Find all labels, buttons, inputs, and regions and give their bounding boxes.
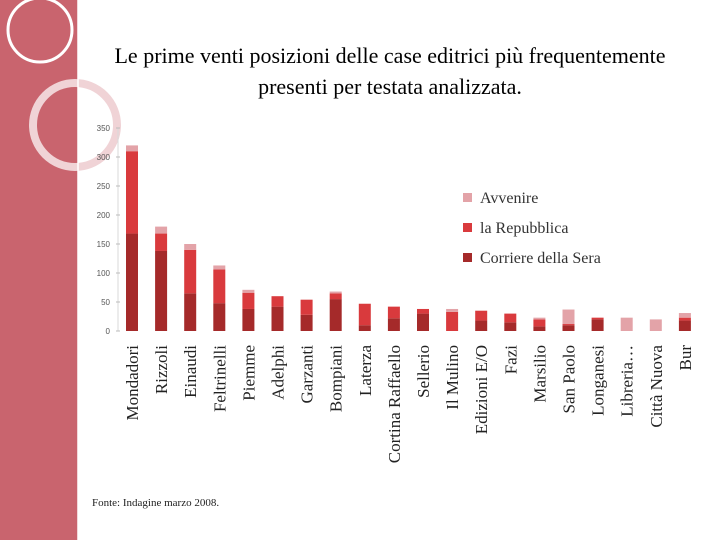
bar-segment [329,293,342,300]
category-label: Piemme [239,345,258,401]
category-label: Laterza [356,345,375,396]
category-label: Bur [676,345,695,371]
bar-segment [504,313,517,323]
bar-segment [155,250,168,331]
category-label: Garzanti [298,345,317,404]
bar-segment [329,299,342,331]
bar-segment [300,314,313,331]
legend-swatch [463,193,472,202]
bar-segment [678,317,691,321]
bar-segment [446,308,459,312]
bar-segment [678,320,691,331]
legend-swatch [463,253,472,262]
bar-segment [126,145,138,152]
bar-segment [678,313,691,318]
y-tick-label: 100 [97,269,111,278]
bar-segment [271,296,284,307]
slide-title: Le prime venti posizioni delle case edit… [114,43,666,99]
bar-segment [213,303,226,331]
source-note: Fonte: Indagine marzo 2008. [92,497,220,509]
category-label: Einaudi [181,345,200,398]
bar-segment [562,309,575,325]
category-label: Il Mulino [443,345,462,410]
category-label: San Paolo [560,345,579,413]
bar-segment [387,306,400,319]
bar-segment [155,226,168,234]
category-label: Bompiani [327,345,346,412]
legend-label: Corriere della Sera [480,250,601,267]
legend-swatch [463,223,472,232]
bar-segment [533,319,546,327]
bar-segment [387,318,400,331]
y-tick-label: 0 [106,327,111,336]
category-label: Edizioni E/O [472,345,491,434]
bar-segment [242,292,255,309]
bar-segment [126,233,138,331]
y-tick-label: 250 [97,182,111,191]
bar-segment [329,291,342,294]
bar-segment [591,317,604,320]
bar-segment [620,317,633,331]
category-label: Marsilio [530,345,549,403]
bar-segment [242,289,255,293]
bar-segment [155,233,168,251]
category-label: Sellerio [414,345,433,398]
category-label: Mondadori [123,345,142,421]
y-tick-label: 200 [97,211,111,220]
bar-segment [184,249,197,294]
bar-segment [591,319,604,331]
bar-segment [417,313,429,331]
bar-segment [475,310,488,321]
bar-segment [417,308,429,314]
category-label: Fazi [501,345,520,375]
bar-segment [475,320,488,331]
y-tick-label: 300 [97,153,111,162]
category-label: Cortina Raffaello [385,345,404,463]
bar-segment [213,269,226,304]
bar-segment [358,303,371,326]
deco-ring-medium [29,79,121,171]
bar-segment [184,244,197,250]
bar-segment [446,311,459,331]
category-label: Adelphi [269,345,288,400]
bar-segment [649,319,662,331]
bar-segment [184,293,197,331]
bar-segment [533,317,546,320]
y-tick-label: 50 [101,298,110,307]
bar-segment [562,325,575,331]
y-tick-label: 350 [97,124,111,133]
bar-segment [126,151,138,234]
bar-segment [358,325,371,331]
bar-segment [300,299,313,315]
bar-segment [271,306,284,331]
bar-segment [504,322,517,331]
y-tick-label: 150 [97,240,111,249]
bar-segment [242,308,255,331]
category-label: Città Nuova [647,345,666,428]
bar-segment [213,265,226,270]
category-label: Longanesi [589,345,608,416]
category-label: Libreria… [618,345,637,417]
bar-segment [562,324,575,326]
legend-label: Avvenire [480,190,538,207]
category-label: Feltrinelli [210,345,229,412]
side-panel [0,0,78,540]
bar-segment [533,326,546,331]
category-label: Rizzoli [152,345,171,394]
legend-label: la Repubblica [480,220,568,237]
deco-ring-large [6,0,74,64]
